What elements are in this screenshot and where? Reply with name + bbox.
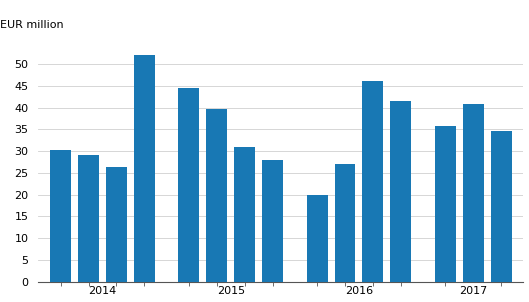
Bar (234, 147, 255, 281)
Bar (390, 101, 411, 281)
Bar (206, 109, 227, 281)
Bar (262, 160, 283, 281)
Bar (491, 130, 512, 281)
Bar (178, 88, 199, 281)
Bar (134, 55, 155, 281)
Bar (106, 167, 127, 281)
Bar (435, 126, 456, 281)
Text: EUR million: EUR million (0, 20, 63, 30)
Bar (307, 195, 327, 281)
Bar (362, 81, 384, 281)
Bar (78, 155, 99, 281)
Bar (50, 150, 71, 281)
Bar (463, 104, 484, 281)
Bar (334, 164, 355, 281)
